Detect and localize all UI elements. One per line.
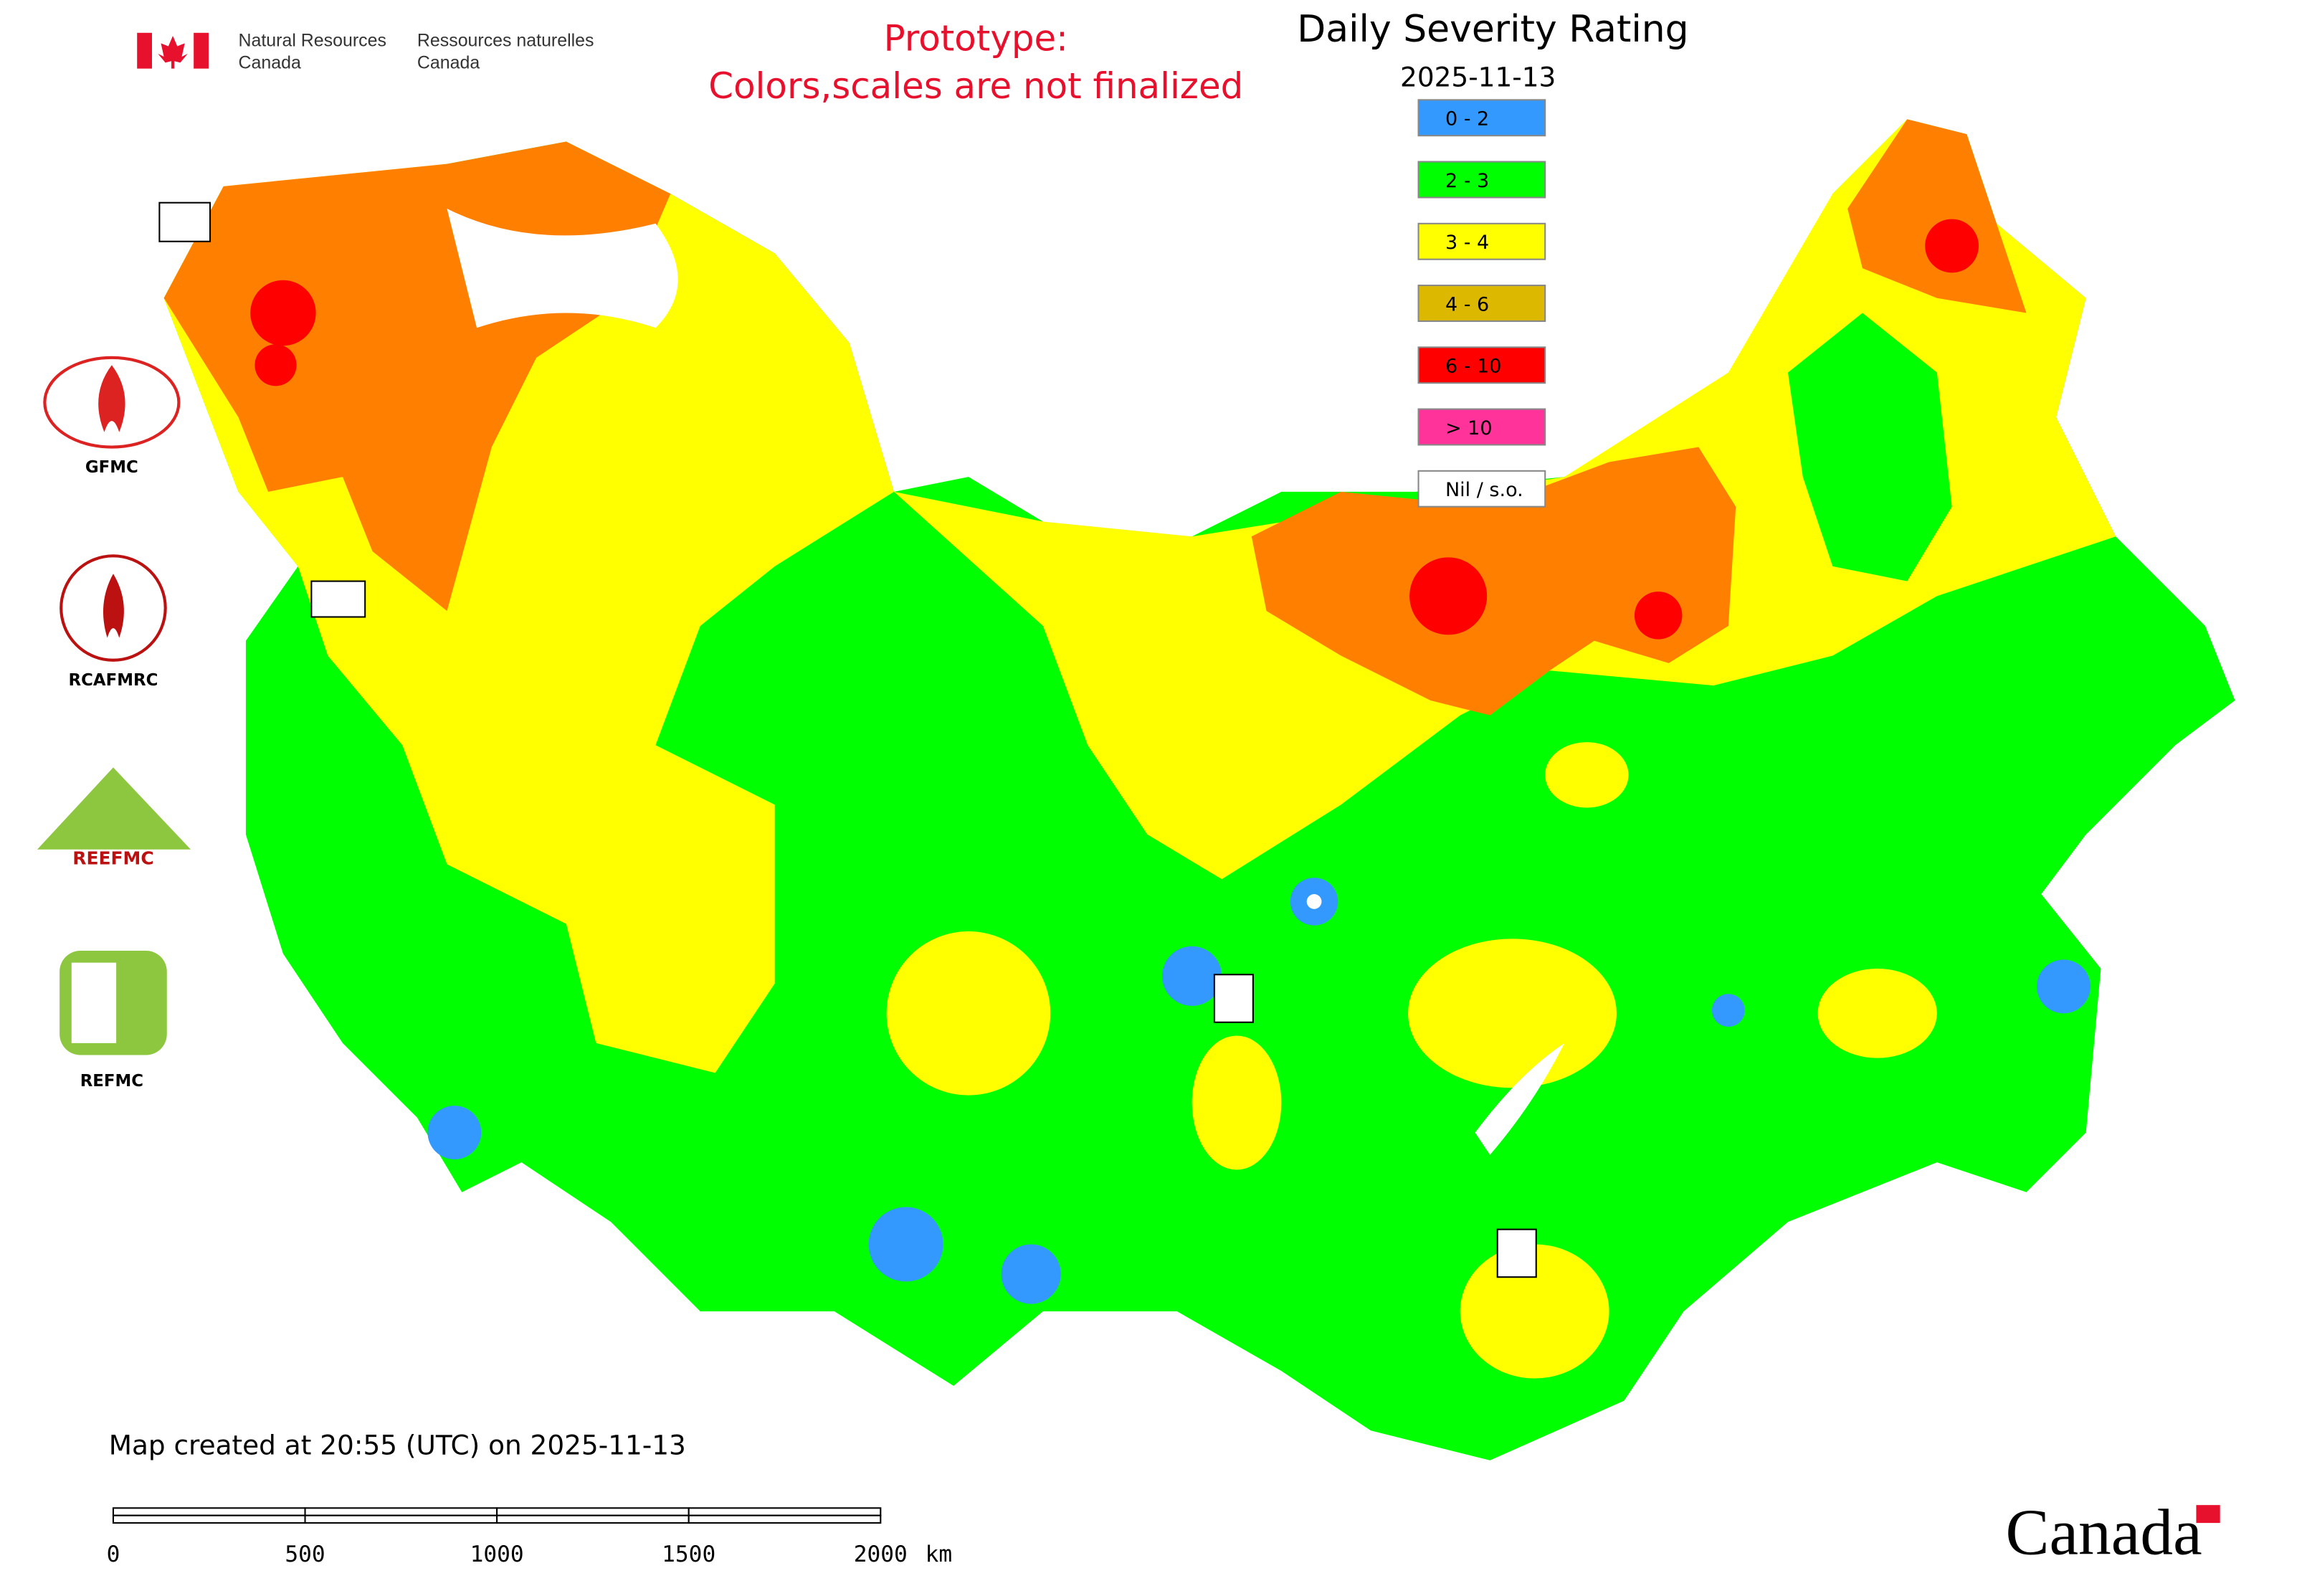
legend-label: 4 - 6 (1445, 293, 1489, 315)
scale-bar: 0 500 1000 1500 2000 km (107, 1507, 953, 1567)
scale-label: 2000 (854, 1542, 908, 1567)
zone-blue (1162, 946, 1222, 1006)
maple-leaf (158, 35, 188, 69)
zone-yellow (1545, 742, 1629, 808)
government-signature: Natural Resources Canada Ressources natu… (137, 30, 594, 73)
refmc-logo (71, 962, 117, 1043)
legend-swatch (1417, 470, 1546, 508)
zone-red (255, 344, 297, 386)
rcafmrc-logo (103, 574, 124, 638)
agency-name: Canada (417, 53, 480, 73)
zone-blue (868, 1207, 943, 1282)
gfmc-logo (43, 356, 181, 449)
scale-segment (688, 1514, 882, 1524)
scale-segment (688, 1507, 882, 1516)
lake (1306, 894, 1322, 909)
map (158, 119, 2235, 1460)
gfmc-logo (98, 365, 125, 432)
zone-red (1925, 219, 1979, 273)
map-date: 2025-11-13 (1400, 62, 1556, 93)
logo-text: REEFMC (72, 847, 153, 868)
zone-orange (1847, 119, 2027, 313)
legend-label: Nil / s.o. (1445, 479, 1523, 501)
scale-unit: km (926, 1542, 953, 1567)
scale-label: 500 (285, 1542, 325, 1567)
logo-label: REFMC (80, 1072, 143, 1091)
legend-swatch (1417, 346, 1546, 384)
legend-swatch (1417, 408, 1546, 446)
legend-label: 0 - 2 (1445, 108, 1489, 130)
flag-bar (194, 32, 209, 69)
scale-segment (304, 1514, 498, 1524)
map-title: Daily Severity Rating (1297, 8, 1688, 51)
partner-logos: GFMC RCAFMRC REEFMC REFMC (37, 356, 191, 1091)
legend-swatch (1417, 285, 1546, 322)
logo-label: RCAFMRC (69, 671, 158, 690)
legend-swatch (1417, 222, 1546, 260)
reefmc-logo (37, 767, 191, 850)
zone-green (1787, 313, 1952, 581)
wordmark-flag (2196, 1505, 2220, 1524)
zone-yellow (1408, 939, 1617, 1088)
zone-yellow (1192, 1035, 1282, 1170)
scale-segment (304, 1507, 498, 1516)
zone-blue (2037, 959, 2091, 1014)
centre-marker (310, 580, 366, 618)
legend-label: 6 - 10 (1445, 356, 1501, 378)
centre-marker (158, 201, 211, 242)
zone-red (250, 280, 316, 346)
legend-label: 3 - 4 (1445, 232, 1489, 254)
scale-label: 1500 (662, 1542, 715, 1567)
zone-blue (1001, 1244, 1061, 1304)
notice: Prototype: (884, 18, 1068, 60)
zone-red (1409, 557, 1488, 635)
rcafmrc-logo (60, 554, 167, 662)
zone-yellow (886, 931, 1051, 1096)
legend: 0 - 2 2 - 3 3 - 4 4 - 6 6 - 10 > 10 Nil / s.o. (1417, 99, 1546, 508)
lake (447, 209, 678, 328)
zone-blue (1711, 994, 1745, 1027)
scale-label: 1000 (470, 1542, 524, 1567)
flag-bar (137, 32, 152, 69)
legend-label: > 10 (1445, 417, 1493, 440)
legend-swatch (1417, 99, 1546, 137)
agency-name: Ressources naturelles (417, 30, 594, 50)
scale-segment (496, 1507, 690, 1516)
scale-label: 0 (107, 1542, 120, 1567)
zone-orange (1251, 447, 1736, 716)
legend-swatch (1417, 161, 1546, 199)
legend-label: 2 - 3 (1445, 170, 1489, 192)
agency-name: Natural Resources (239, 30, 386, 50)
logo-label: GFMC (85, 458, 138, 477)
zone-blue (427, 1106, 482, 1159)
agency-name: Canada (239, 53, 301, 73)
lake (1475, 1042, 1565, 1155)
zone-yellow (1817, 968, 1937, 1058)
canada-wordmark: Canada (2005, 1496, 2202, 1569)
zone-red (1634, 592, 1683, 640)
notice: Colors,scales are not finalized (708, 65, 1243, 107)
scale-segment (112, 1514, 306, 1524)
centre-marker (1496, 1228, 1537, 1278)
centre-marker (1213, 974, 1254, 1023)
scale-segment (496, 1514, 690, 1524)
created-note: Map created at 20:55 (UTC) on 2025-11-13 (109, 1429, 686, 1460)
scale-segment (112, 1507, 306, 1516)
